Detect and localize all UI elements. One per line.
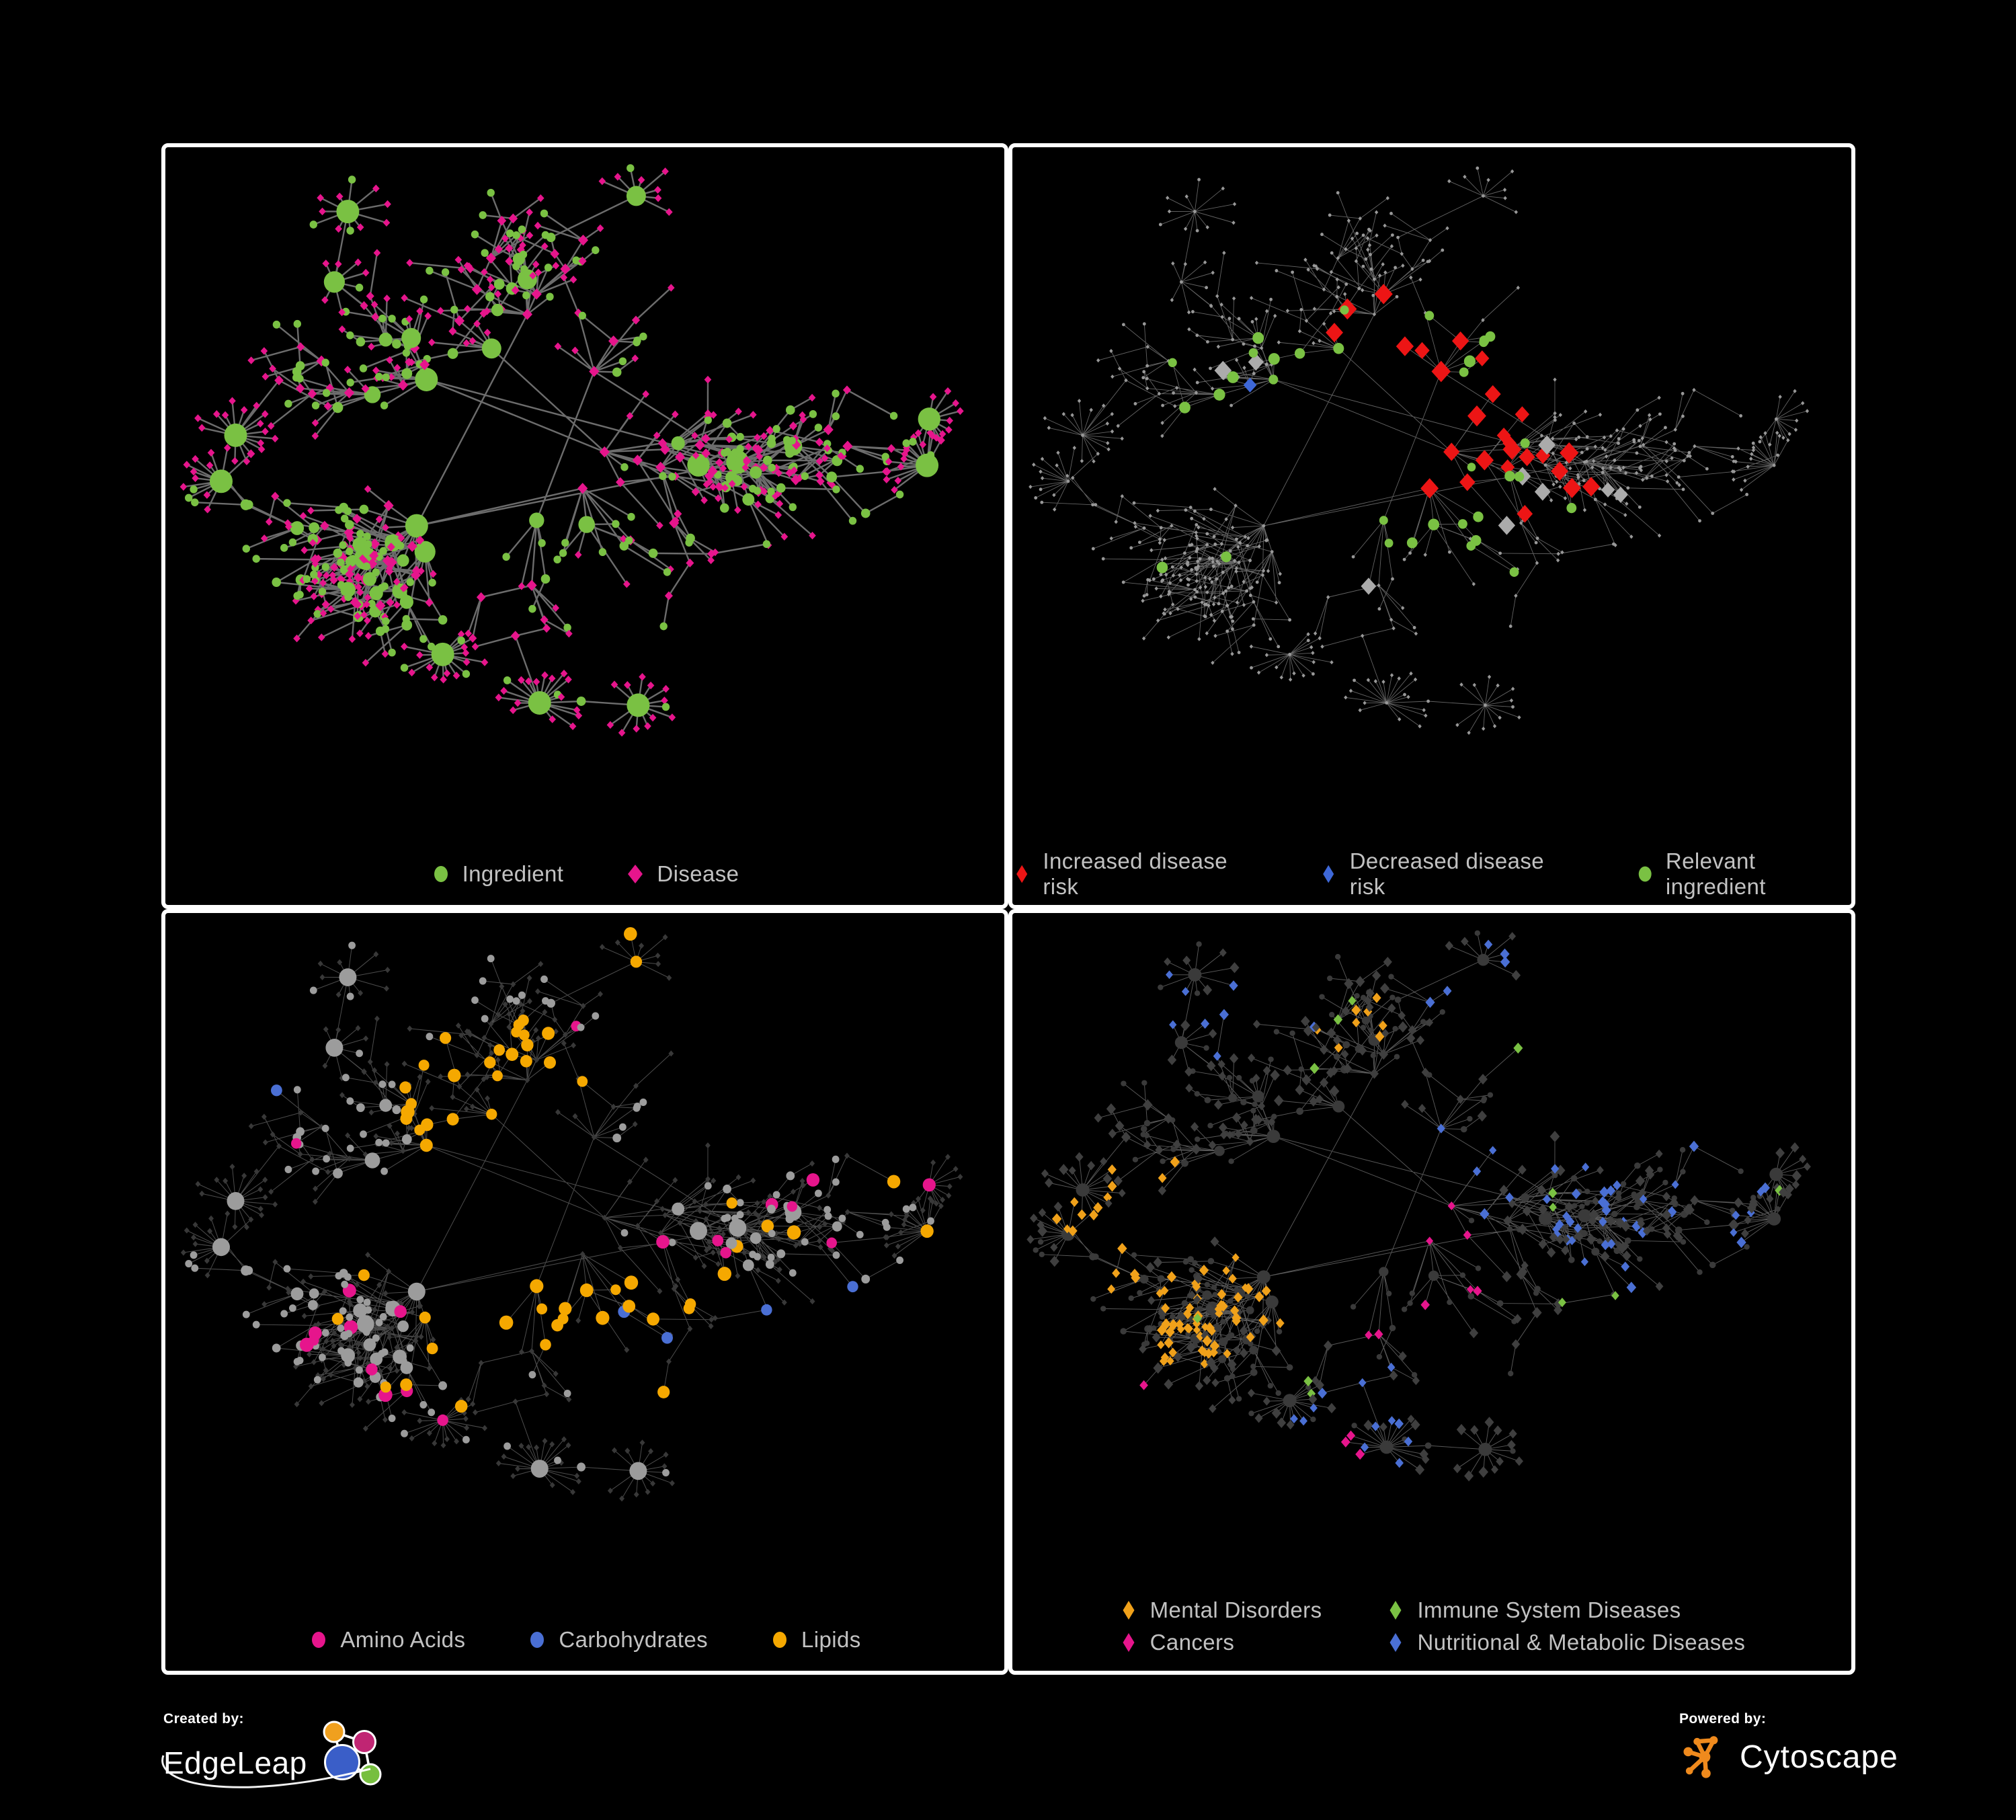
- edgeleap-brand-text: EdgeLeap: [163, 1745, 307, 1780]
- legend-item-amino-acids: Amino Acids: [309, 1627, 465, 1653]
- network-disease-risk: [1029, 166, 1810, 735]
- panel-disease-risk: Increased disease risk Decreased disease …: [1008, 143, 1855, 909]
- legend-disease-risk: Increased disease risk Decreased disease …: [1012, 843, 1851, 905]
- network-ingredient-disease: [179, 164, 964, 737]
- legend-label: Carbohydrates: [559, 1627, 708, 1652]
- legend-marker-ellipse-icon: [530, 1632, 545, 1648]
- legend-item-cancers: Cancers: [1119, 1630, 1322, 1655]
- legend-item-lipids: Lipids: [770, 1627, 861, 1653]
- legend-item-immune-system-diseases: Immune System Diseases: [1385, 1597, 1745, 1623]
- legend-marker-ellipse-icon: [312, 1632, 326, 1648]
- legend-label: Mental Disorders: [1150, 1597, 1322, 1622]
- legend-marker-diamond-narrow-icon: [1323, 865, 1334, 883]
- legend-item-carbohydrates: Carbohydrates: [527, 1627, 708, 1653]
- legend-marker-diamond-narrow-icon: [1389, 1633, 1402, 1652]
- legend-label: Ingredient: [462, 861, 564, 886]
- powered-by-label: Powered by:: [1679, 1711, 1767, 1727]
- legend-item-relevant-ingredient: Relevant ingredient: [1636, 848, 1851, 900]
- legend-label: Amino Acids: [340, 1627, 466, 1652]
- legend-label: Cancers: [1150, 1630, 1235, 1655]
- legend-item-nutritional-metabolic-diseases: Nutritional & Metabolic Diseases: [1385, 1630, 1745, 1655]
- legend-item-decreased-disease-risk: Decreased disease risk: [1319, 848, 1573, 900]
- panel-nutrient-classes: Amino Acids Carbohydrates Lipids: [161, 909, 1008, 1675]
- legend-marker-diamond-narrow-icon: [1389, 1601, 1402, 1620]
- legend-label: Increased disease risk: [1043, 848, 1228, 899]
- legend-marker-ellipse-icon: [434, 866, 448, 882]
- legend-label: Nutritional & Metabolic Diseases: [1417, 1630, 1746, 1655]
- legend-marker-diamond-narrow-icon: [1016, 865, 1028, 883]
- legend-nutrient-classes: Amino Acids Carbohydrates Lipids: [165, 1609, 1004, 1671]
- legend-label: Lipids: [801, 1627, 861, 1652]
- legend-marker-ellipse-icon: [773, 1632, 787, 1648]
- edgeleap-network-icon: [323, 1720, 382, 1786]
- legend-marker-diamond-narrow-icon: [1123, 1633, 1135, 1652]
- legend-disease-categories: Mental Disorders Immune System Diseases Ca…: [1012, 1582, 1851, 1671]
- edgeleap-credit: Created by: EdgeLeap: [161, 1711, 405, 1819]
- legend-label: Relevant ingredient: [1665, 848, 1766, 899]
- cytoscape-icon: [1683, 1736, 1718, 1778]
- network-nutrient-classes: [180, 926, 963, 1502]
- legend-item-increased-disease-risk: Increased disease risk: [1012, 848, 1257, 900]
- legend-item-mental-disorders: Mental Disorders: [1119, 1597, 1322, 1623]
- legend-marker-ellipse-icon: [1638, 866, 1652, 882]
- legend-item-ingredient: Ingredient: [431, 861, 564, 887]
- legend-label: Immune System Diseases: [1417, 1597, 1681, 1622]
- legend-label: Disease: [657, 861, 739, 886]
- legend-marker-diamond-narrow-icon: [1123, 1601, 1135, 1620]
- cytoscape-credit: Powered by:: [1679, 1711, 1962, 1798]
- network-disease-categories: [1026, 930, 1811, 1482]
- legend-ingredient-disease: Ingredient Disease: [165, 843, 1004, 905]
- panel-grid: Ingredient Disease Increased disease risk…: [161, 143, 1855, 1675]
- legend-item-disease: Disease: [625, 861, 739, 887]
- panel-ingredient-disease: Ingredient Disease: [161, 143, 1008, 909]
- legend-marker-diamond-icon: [628, 865, 643, 883]
- cytoscape-brand-text: Cytoscape: [1740, 1739, 1898, 1775]
- created-by-label: Created by:: [163, 1711, 244, 1727]
- panel-disease-categories: Mental Disorders Immune System Diseases Ca…: [1008, 909, 1855, 1675]
- legend-label: Decreased disease risk: [1349, 848, 1545, 899]
